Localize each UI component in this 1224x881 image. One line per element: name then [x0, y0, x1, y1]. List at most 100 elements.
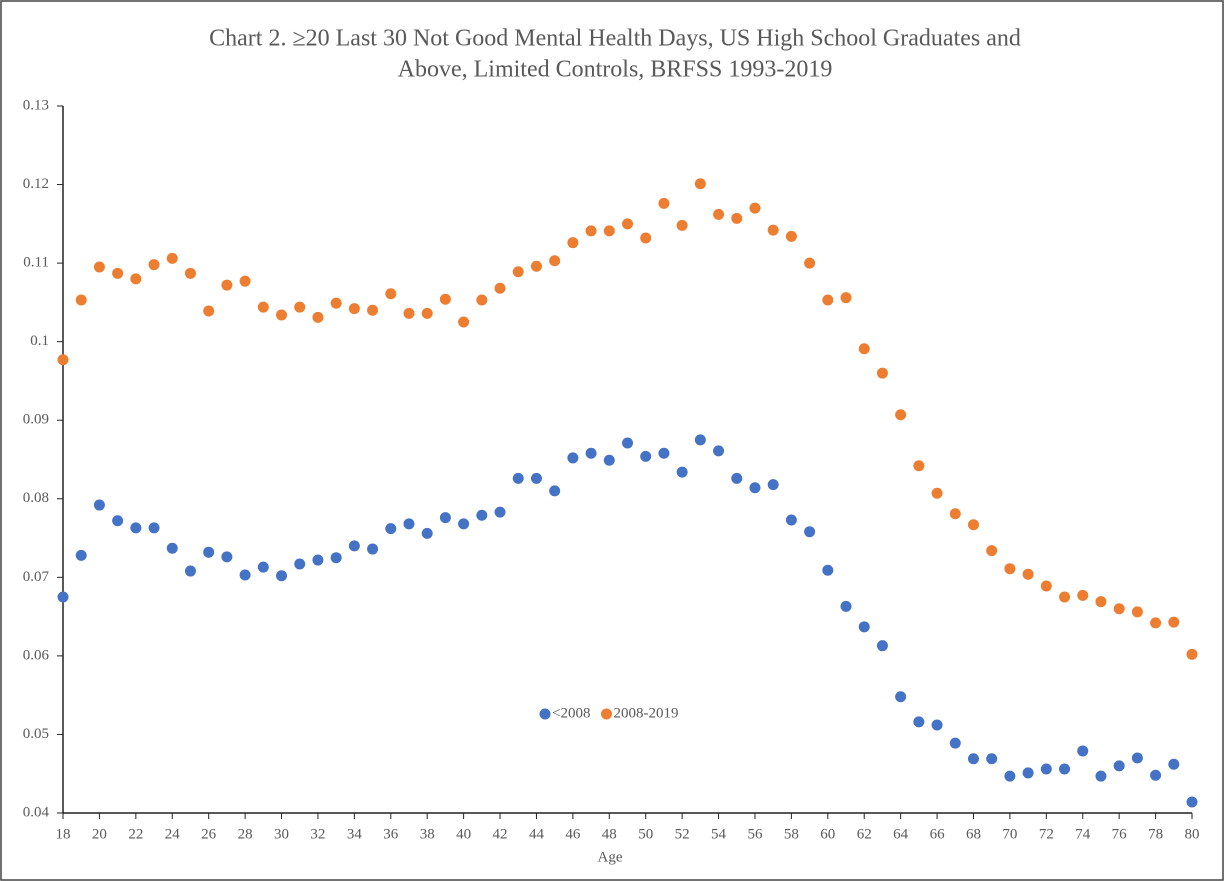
x-tick-label: 30	[274, 826, 289, 842]
x-tick-label: 36	[383, 826, 399, 842]
data-point	[858, 621, 870, 633]
data-point	[367, 304, 379, 316]
data-point	[713, 445, 725, 457]
y-tick-label: 0.05	[23, 726, 49, 742]
data-point	[1095, 770, 1107, 782]
data-point	[421, 527, 433, 539]
legend-marker	[600, 708, 612, 720]
data-point	[858, 343, 870, 355]
data-point	[822, 294, 834, 306]
x-tick-label: 68	[966, 826, 981, 842]
data-point	[749, 482, 761, 494]
data-point	[1113, 760, 1125, 772]
data-point	[494, 506, 506, 518]
y-tick-label: 0.09	[23, 412, 49, 428]
data-point	[1077, 589, 1089, 601]
data-point	[931, 487, 943, 499]
data-point	[895, 691, 907, 703]
data-point	[1186, 648, 1198, 660]
data-point	[785, 514, 797, 526]
x-tick-label: 48	[602, 826, 617, 842]
data-point	[439, 293, 451, 305]
data-point	[166, 252, 178, 264]
x-tick-label: 56	[747, 826, 763, 842]
data-point	[840, 292, 852, 304]
data-point	[1040, 763, 1052, 775]
data-point	[257, 301, 269, 313]
x-tick-label: 74	[1075, 826, 1091, 842]
data-point	[1131, 606, 1143, 618]
data-point	[713, 208, 725, 220]
data-point	[184, 565, 196, 577]
data-point	[221, 279, 233, 291]
data-point	[1150, 617, 1162, 629]
data-point	[112, 267, 124, 279]
data-point	[694, 434, 706, 446]
data-point	[476, 509, 488, 521]
x-tick-label: 20	[92, 826, 107, 842]
data-point	[676, 466, 688, 478]
x-tick-label: 18	[56, 826, 71, 842]
data-point	[1059, 763, 1071, 775]
data-point	[694, 178, 706, 190]
legend-marker	[539, 708, 551, 720]
x-tick-label: 66	[930, 826, 946, 842]
y-tick-label: 0.08	[23, 490, 49, 506]
data-point	[403, 518, 415, 530]
data-point	[585, 225, 597, 237]
y-tick-label: 0.06	[23, 647, 50, 663]
data-point	[767, 224, 779, 236]
data-point	[330, 297, 342, 309]
data-point	[1022, 568, 1034, 580]
data-point	[312, 311, 324, 323]
data-point	[512, 266, 524, 278]
x-tick-label: 72	[1039, 826, 1054, 842]
data-point	[1059, 591, 1071, 603]
x-tick-label: 60	[820, 826, 835, 842]
data-point	[93, 499, 105, 511]
data-point	[403, 307, 415, 319]
data-point	[184, 267, 196, 279]
data-point	[913, 716, 925, 728]
data-point	[75, 549, 87, 561]
data-point	[458, 518, 470, 530]
data-point	[512, 472, 524, 484]
data-point	[749, 202, 761, 214]
data-point	[257, 561, 269, 573]
data-point	[57, 354, 69, 366]
x-tick-label: 58	[784, 826, 799, 842]
data-point	[221, 551, 233, 563]
data-point	[567, 452, 579, 464]
data-point	[1168, 616, 1180, 628]
data-point	[549, 255, 561, 267]
data-point	[785, 230, 797, 242]
data-point	[1113, 603, 1125, 615]
chart-title: Chart 2. ≥20 Last 30 Not Good Mental Hea…	[209, 26, 1021, 52]
data-point	[895, 409, 907, 421]
data-point	[239, 275, 251, 287]
data-point	[1150, 769, 1162, 781]
legend-label: <2008	[552, 705, 590, 721]
y-tick-label: 0.12	[23, 176, 49, 192]
data-point	[986, 545, 998, 557]
data-point	[949, 737, 961, 749]
x-tick-label: 50	[638, 826, 653, 842]
data-point	[1095, 596, 1107, 608]
data-point	[1040, 580, 1052, 592]
data-point	[75, 294, 87, 306]
x-tick-label: 22	[128, 826, 143, 842]
data-point	[294, 301, 306, 313]
data-point	[567, 237, 579, 249]
data-point	[93, 261, 105, 273]
x-tick-label: 44	[529, 826, 545, 842]
data-point	[494, 282, 506, 294]
x-tick-label: 62	[857, 826, 872, 842]
data-point	[603, 454, 615, 466]
data-point	[203, 546, 215, 558]
data-point	[1186, 796, 1198, 808]
data-point	[294, 558, 306, 570]
data-point	[1004, 563, 1016, 575]
x-tick-label: 78	[1148, 826, 1163, 842]
data-point	[148, 522, 160, 534]
data-point	[804, 526, 816, 538]
